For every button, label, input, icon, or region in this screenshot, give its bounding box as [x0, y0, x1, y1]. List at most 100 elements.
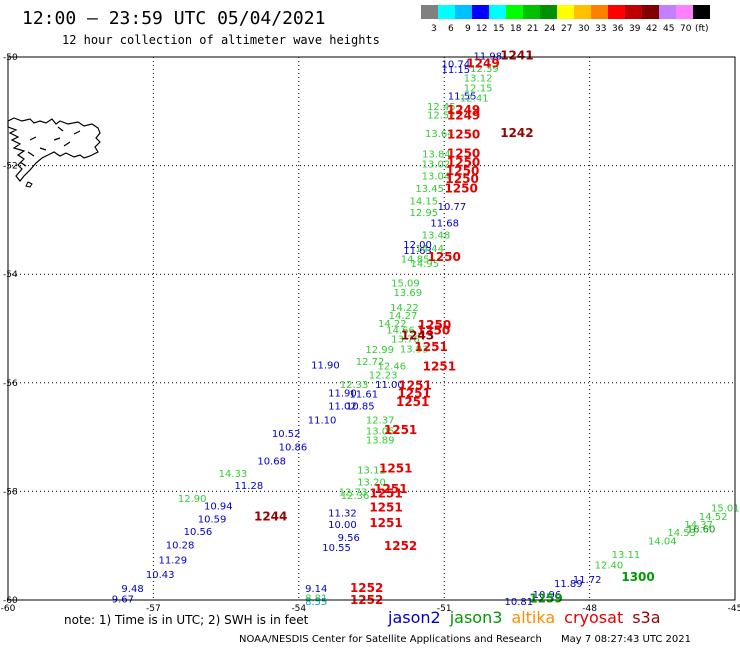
color-legend-label: (ft) [695, 24, 709, 34]
page-subtitle: 12 hour collection of altimeter wave hei… [62, 33, 380, 47]
wave-height-label: 10.59 [198, 515, 227, 526]
wave-height-label: 14.04 [648, 536, 677, 547]
wave-height-label: 14.95 [410, 259, 439, 270]
wave-height-label: 12.33 [340, 380, 369, 391]
color-swatch [472, 5, 489, 19]
wave-height-label: 12.52 [427, 111, 456, 122]
pass-time-label: 1251 [369, 501, 402, 515]
satellite-jason3: jason3 [449, 608, 503, 627]
wave-height-label: 12.36 [341, 491, 370, 502]
pass-time-label: 1250 [447, 128, 480, 142]
wave-height-label: 13.89 [366, 435, 395, 446]
pass-time-label: 1250 [418, 318, 451, 332]
wave-height-label: 13.20 [357, 478, 386, 489]
lon-tick-label: -45 [728, 604, 740, 614]
wave-height-label: 10.43 [146, 570, 175, 581]
lat-tick-label: -58 [3, 487, 18, 497]
wave-height-label: 12.00 [403, 240, 432, 251]
wave-height-label: 13.12 [464, 74, 493, 85]
wave-height-label: 15.01 [711, 504, 740, 515]
pass-time-label: 1251 [397, 387, 430, 401]
wave-height-label: 14.22 [390, 303, 419, 314]
lat-tick-label: -52 [3, 162, 18, 172]
color-swatch [557, 5, 574, 19]
wave-height-label: 12.41 [460, 94, 489, 105]
credit-line: NOAA/NESDIS Center for Satellite Applica… [239, 634, 707, 645]
color-swatch [523, 5, 540, 19]
wave-height-label: 12.15 [464, 83, 493, 94]
wave-height-label: 8.55 [305, 597, 327, 608]
wave-height-label: 11.63 [403, 246, 432, 257]
wave-height-label: 11.72 [573, 575, 602, 586]
pass-time-label: 1242 [500, 126, 533, 140]
lat-tick-label: -50 [3, 53, 18, 63]
wave-height-label: 14.33 [219, 469, 248, 480]
color-legend-label: 12 [476, 24, 488, 34]
lon-tick-label: -54 [291, 604, 306, 614]
color-swatch [676, 5, 693, 19]
wave-height-label: 11.68 [430, 219, 459, 230]
color-legend-label: 9 [465, 24, 471, 34]
wave-height-label: 10.56 [184, 527, 213, 538]
pass-time-label: 1251 [374, 482, 407, 496]
pass-time-label: 1250 [446, 164, 479, 178]
pass-time-label: 1249 [447, 103, 480, 117]
wave-height-label: 12.90 [178, 494, 207, 505]
wave-height-label: 13.64 [425, 129, 454, 140]
color-legend-label: 70 [680, 24, 692, 34]
wave-height-label: 13.05 [366, 427, 395, 438]
wave-height-label: 12.45 [427, 102, 456, 113]
pass-time-label: 1251 [369, 516, 402, 530]
wave-height-label: 14.85 [401, 254, 430, 265]
pass-time-label: 1250 [445, 172, 478, 186]
pass-time-label: 1251 [423, 360, 456, 374]
pass-time-label: 1250 [447, 155, 480, 169]
color-legend-label: 24 [544, 24, 556, 34]
pass-time-label: 1249 [447, 109, 480, 123]
falkland-islands-land [7, 117, 101, 188]
color-swatch [540, 5, 557, 19]
wave-height-label: 12.39 [470, 64, 499, 75]
color-swatch [642, 5, 659, 19]
pass-time-label: 1249 [466, 57, 499, 71]
wave-height-label: 13.12 [357, 466, 386, 477]
pass-time-label: 1259 [529, 591, 562, 605]
wave-height-label: 11.90 [311, 360, 340, 371]
color-swatch [421, 5, 438, 19]
wave-height-label: 13.48 [422, 231, 451, 242]
wave-height-label: 11.10 [308, 416, 337, 427]
satellite-s3a: s3a [632, 608, 661, 627]
map-frame [7, 56, 736, 601]
wave-height-label: 13.04 [422, 171, 451, 182]
color-swatch [574, 5, 591, 19]
wave-height-label: 11.90 [328, 389, 357, 400]
pass-time-label: 1250 [447, 147, 480, 161]
color-legend-label: 33 [595, 24, 607, 34]
wave-height-label: 8.81 [305, 593, 327, 604]
map-grid [8, 57, 735, 600]
wave-height-label: 13.76 [391, 334, 420, 345]
wave-height-label: 11.29 [158, 555, 187, 566]
wave-height-label: 14.44 [415, 244, 444, 255]
pass-time-label: 1252 [384, 539, 417, 553]
color-swatch [438, 5, 455, 19]
wave-height-label: 12.99 [365, 345, 394, 356]
pass-time-label: 1241 [500, 48, 533, 62]
wave-height-label: 14.22 [378, 319, 407, 330]
pass-time-label: 1244 [254, 509, 287, 523]
wave-height-label: 13.84 [422, 150, 451, 161]
wave-height-label: 10.96 [533, 590, 562, 601]
map-axes: -60 -57 -54 -51 -48 -45 -50 -52 -54 -56 -58 -60 [1, 53, 740, 614]
wave-height-label: 12.72 [356, 357, 385, 368]
pass-time-label: 1250 [427, 250, 460, 264]
lat-tick-label: -54 [3, 270, 18, 280]
wave-height-label: 14.15 [410, 196, 439, 207]
wave-height-label: 10.00 [328, 520, 357, 531]
wave-height-label: 10.86 [279, 442, 308, 453]
wave-height-label: 12.37 [366, 416, 395, 427]
pass-time-label: 1250 [444, 181, 477, 195]
lon-tick-label: -51 [437, 604, 452, 614]
wave-height-label: 12.95 [410, 208, 439, 219]
lon-tick-label: -60 [1, 604, 16, 614]
